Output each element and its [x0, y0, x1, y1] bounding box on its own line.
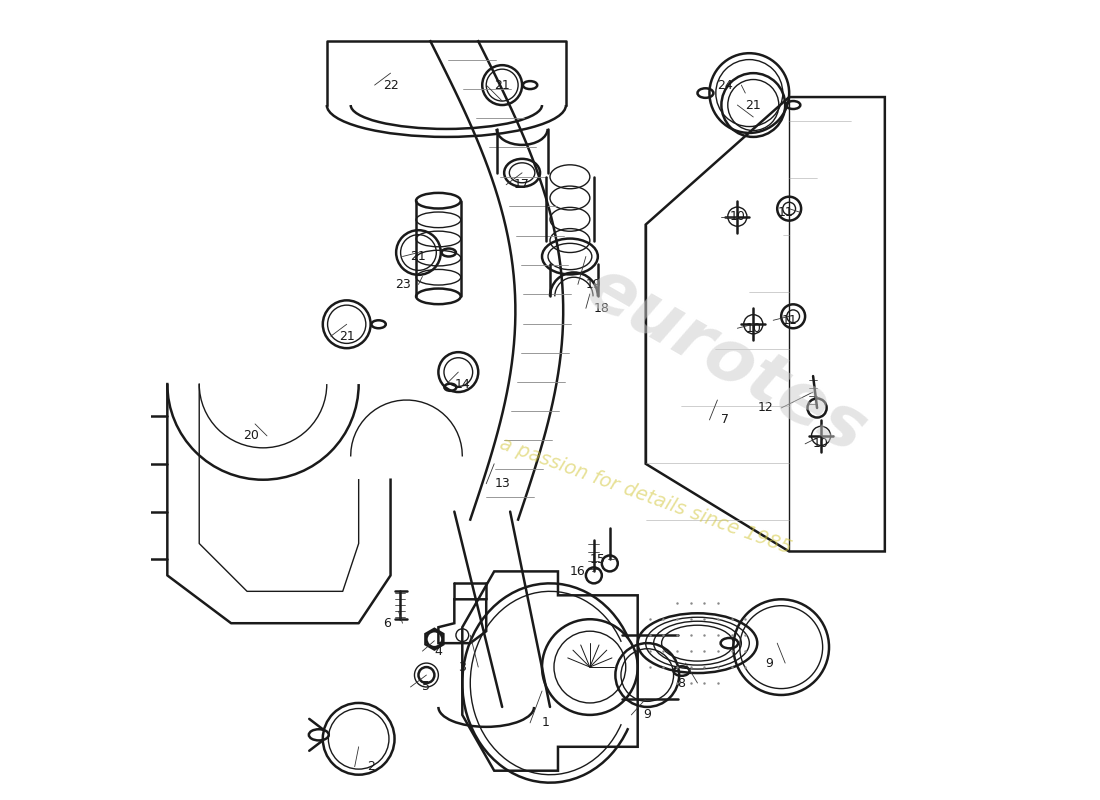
Text: 5: 5	[422, 681, 430, 694]
Text: 14: 14	[454, 378, 470, 390]
Text: 9: 9	[766, 657, 773, 670]
Text: 4: 4	[434, 645, 442, 658]
Text: 22: 22	[383, 78, 398, 91]
Text: 17: 17	[514, 178, 530, 191]
Text: 2: 2	[366, 760, 375, 774]
Text: 3: 3	[459, 661, 466, 674]
Text: 15: 15	[590, 553, 606, 566]
Text: 7: 7	[722, 414, 729, 426]
Text: 18: 18	[594, 302, 609, 315]
Text: 8: 8	[678, 677, 685, 690]
Text: 13: 13	[494, 478, 510, 490]
Text: 12: 12	[758, 402, 773, 414]
Text: 20: 20	[243, 430, 258, 442]
Text: 23: 23	[395, 278, 410, 291]
Text: 9: 9	[644, 709, 651, 722]
Text: 1: 1	[542, 716, 550, 730]
Text: 21: 21	[410, 250, 427, 263]
Text: 10: 10	[813, 438, 829, 450]
Text: 21: 21	[339, 330, 354, 342]
Text: 21: 21	[746, 98, 761, 111]
Text: 10: 10	[746, 322, 761, 334]
Text: 19: 19	[586, 278, 602, 291]
Text: 11: 11	[781, 314, 798, 326]
Text: 24: 24	[717, 78, 734, 91]
Text: eurotes: eurotes	[573, 252, 878, 468]
Text: 11: 11	[778, 206, 793, 219]
Text: 21: 21	[494, 78, 510, 91]
Text: 10: 10	[729, 210, 746, 223]
Text: 16: 16	[570, 565, 586, 578]
Text: 6: 6	[383, 617, 390, 630]
Text: a passion for details since 1985: a passion for details since 1985	[497, 434, 794, 558]
